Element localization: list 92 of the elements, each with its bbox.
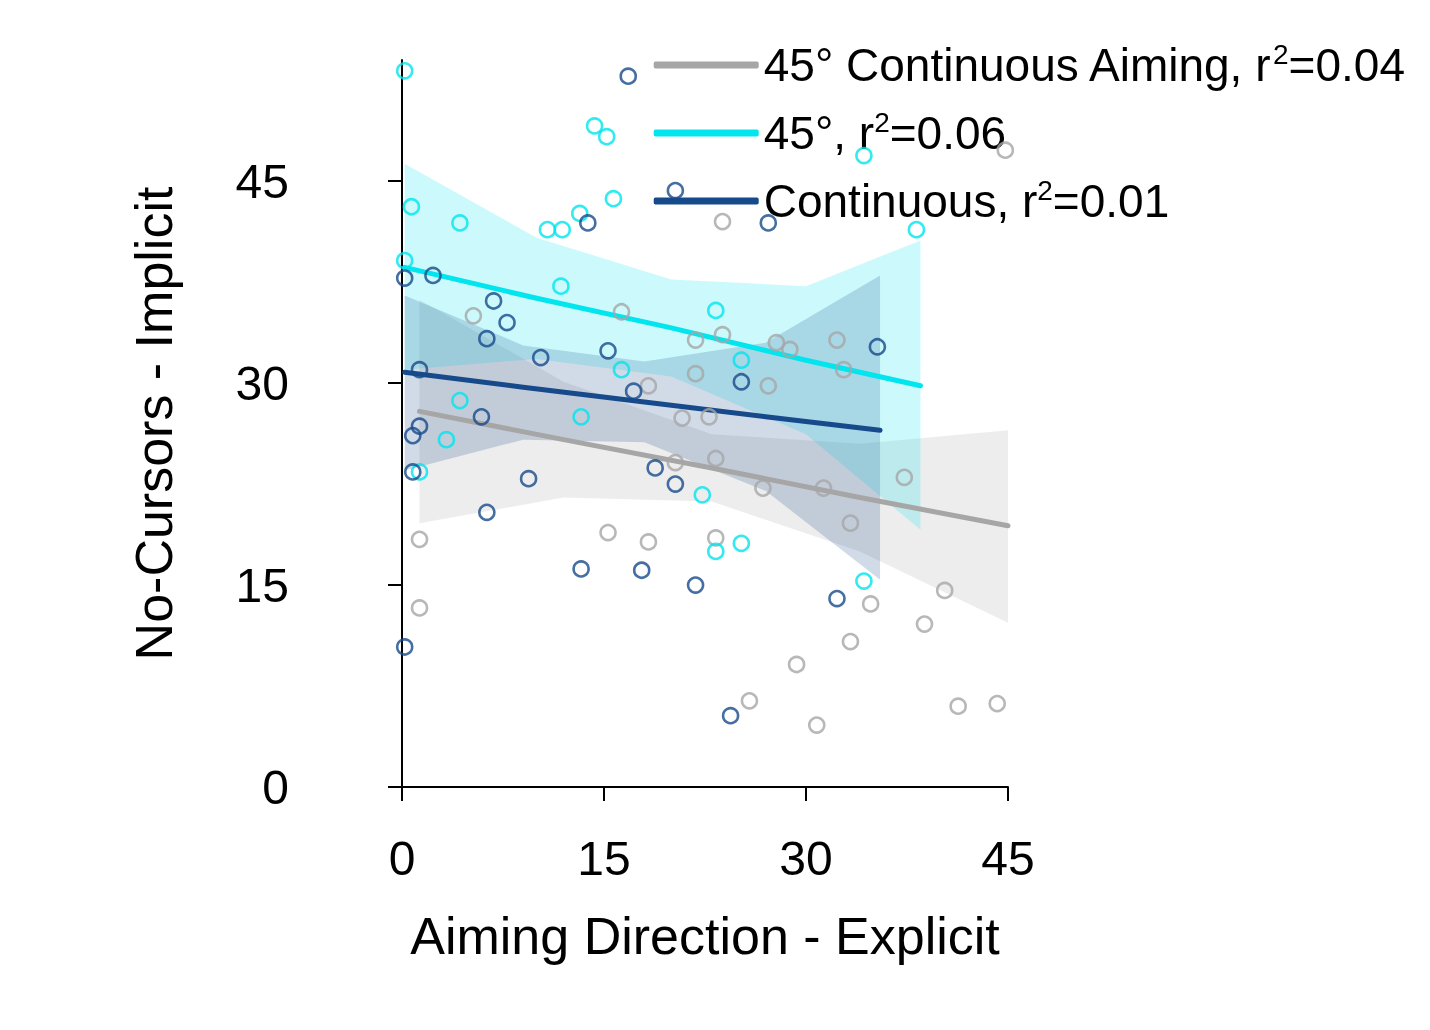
point: [395, 638, 414, 656]
point: [666, 181, 685, 200]
point: [572, 407, 590, 426]
point: [424, 266, 442, 285]
point: [988, 694, 1007, 713]
point: [841, 632, 860, 651]
point: [868, 337, 887, 356]
point: [895, 468, 914, 487]
point: [841, 514, 860, 532]
y-tick-label: 30: [235, 356, 289, 410]
point: [410, 417, 429, 435]
point: [686, 364, 705, 383]
point: [732, 534, 751, 553]
point: [673, 409, 691, 427]
x-tick-label: 0: [388, 831, 416, 885]
point: [402, 197, 421, 216]
point: [464, 307, 483, 325]
point: [686, 331, 705, 349]
point: [403, 463, 422, 481]
point: [759, 377, 778, 395]
point: [579, 214, 597, 232]
point: [639, 377, 658, 395]
point: [553, 220, 572, 239]
point: [814, 479, 833, 497]
point: [700, 407, 718, 426]
point: [451, 214, 469, 232]
point: [834, 360, 853, 379]
point: [484, 292, 503, 310]
point: [395, 251, 414, 270]
point: [861, 595, 880, 613]
point: [478, 329, 496, 348]
y-axis-title: No-Cursors - Implicit: [125, 186, 183, 661]
point: [732, 372, 751, 391]
point: [949, 697, 967, 716]
point: [604, 189, 623, 208]
y-tick-label: 15: [235, 558, 289, 612]
point: [639, 533, 658, 551]
point: [666, 475, 685, 493]
x-tick-label: 30: [779, 831, 833, 885]
point: [828, 331, 846, 349]
point: [395, 269, 414, 287]
point: [632, 561, 651, 580]
point: [599, 342, 617, 360]
x-tick-label: 45: [981, 831, 1035, 885]
point: [410, 360, 429, 379]
point: [686, 576, 705, 594]
point: [915, 615, 934, 633]
point: [732, 351, 751, 370]
point: [472, 407, 491, 426]
point: [597, 127, 616, 146]
point: [807, 716, 826, 734]
x-axis-title: Aiming Direction - Explicit: [410, 907, 1001, 965]
point: [519, 469, 538, 488]
point: [572, 560, 590, 578]
point: [787, 655, 806, 674]
point: [451, 391, 469, 410]
point: [395, 61, 414, 80]
point: [437, 430, 456, 449]
point: [666, 453, 685, 472]
point: [552, 277, 570, 295]
point: [612, 360, 631, 379]
y-tick-label: 45: [235, 154, 289, 208]
point: [646, 459, 664, 477]
point: [740, 692, 759, 710]
point: [410, 599, 429, 617]
point: [410, 530, 429, 549]
point: [599, 523, 617, 542]
y-tick-label: 0: [262, 760, 289, 814]
point: [478, 503, 496, 522]
point: [619, 67, 638, 85]
point: [706, 542, 725, 561]
point: [585, 117, 604, 135]
point: [706, 301, 725, 320]
point: [767, 333, 786, 352]
point: [828, 589, 846, 608]
point: [693, 486, 712, 504]
point: [612, 302, 631, 321]
point: [935, 581, 954, 600]
point: [855, 572, 873, 590]
point: [410, 463, 429, 481]
point: [403, 426, 422, 445]
point: [713, 212, 732, 231]
point: [706, 449, 725, 468]
point: [538, 220, 557, 239]
point: [498, 313, 516, 332]
point: [754, 479, 772, 497]
point: [781, 340, 799, 359]
point: [713, 325, 732, 344]
point: [624, 382, 643, 400]
point: [721, 706, 740, 725]
point: [531, 348, 550, 367]
x-tick-label: 15: [577, 831, 631, 885]
